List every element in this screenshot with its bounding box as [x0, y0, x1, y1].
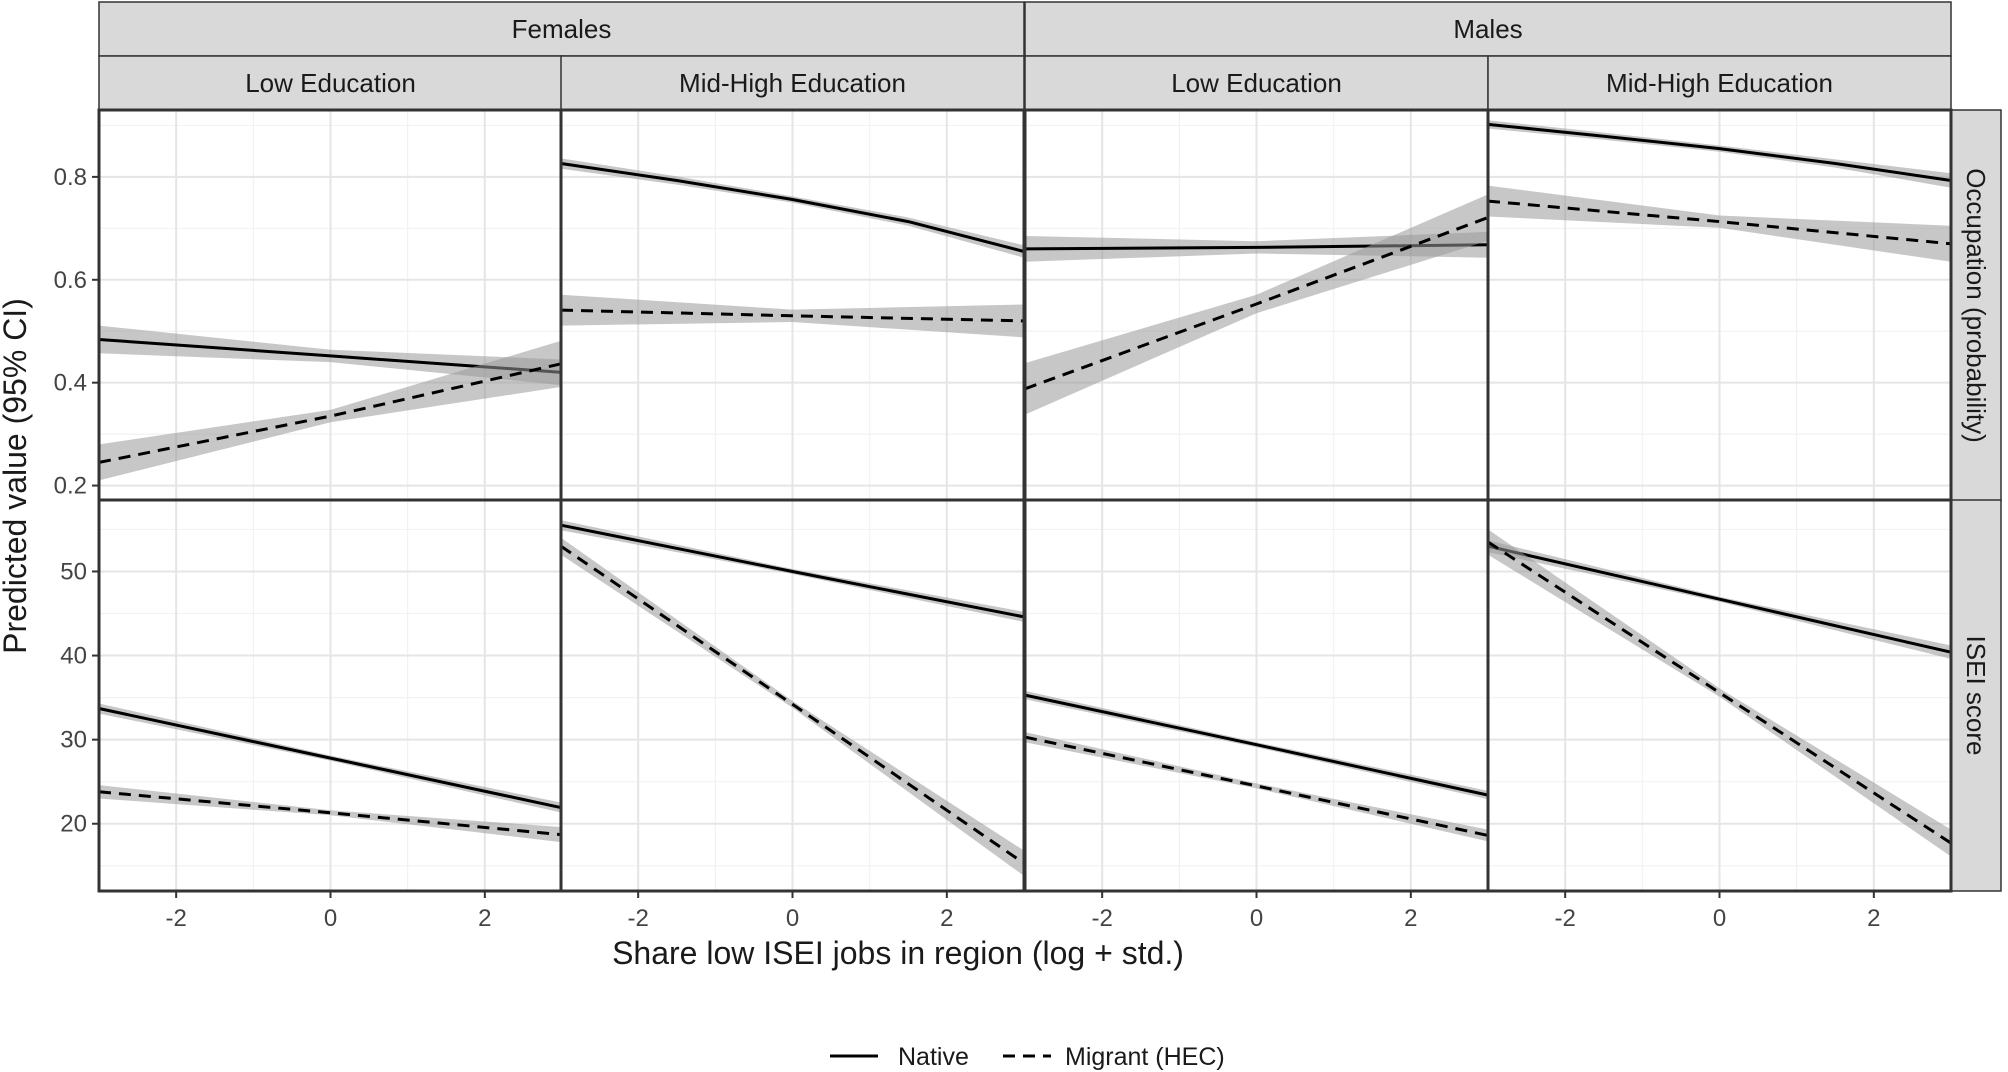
ci-band-migrant-hec — [99, 340, 562, 481]
y-axis-title: Predicted value (95% CI) — [0, 298, 33, 654]
strip-inner-label: Mid-High Education — [1606, 68, 1833, 98]
y-tick-label: 50 — [60, 558, 87, 585]
y-tick-label: 40 — [60, 643, 87, 670]
x-tick-label: 2 — [1404, 905, 1417, 932]
panel: -2 0 2 — [1486, 498, 1953, 932]
panel — [559, 108, 1026, 503]
series-line-migrant-hec — [560, 544, 1025, 865]
strip-outer-label: Males — [1453, 14, 1522, 44]
series-line-native — [1487, 544, 1952, 654]
ci-band-migrant-hec — [1488, 529, 1951, 857]
panel: -2 0 2 — [559, 498, 1026, 932]
ci-band-migrant-hec — [561, 537, 1024, 876]
ci-band-migrant-hec — [1488, 185, 1951, 262]
y-tick-label: 0.4 — [54, 370, 87, 397]
strip-outer-bg — [1024, 1, 1952, 57]
panel — [1486, 108, 1953, 503]
strip-outer-label: Females — [512, 14, 612, 44]
x-tick-label: -2 — [627, 905, 648, 932]
strip-inner-label: Mid-High Education — [679, 68, 906, 98]
series-line-native — [1024, 693, 1489, 797]
series-line-migrant-hec — [1487, 199, 1952, 246]
y-tick-label: 30 — [60, 727, 87, 754]
x-tick-label: 0 — [1713, 905, 1726, 932]
x-tick-label: 2 — [1867, 905, 1880, 932]
legend-label: Migrant (HEC) — [1065, 1043, 1225, 1071]
panel: 0.2 0.4 0.6 0.8 — [54, 108, 564, 503]
ci-band-migrant-hec — [99, 785, 562, 843]
x-tick-label: 2 — [478, 905, 491, 932]
strip-inner-bg — [98, 55, 563, 111]
x-tick-label: -2 — [1091, 905, 1112, 932]
legend: Native Migrant (HEC) — [830, 1043, 1225, 1071]
strip-inner-label: Low Education — [245, 68, 416, 98]
strip-inner-bg — [560, 55, 1025, 111]
ci-band-migrant-hec — [1025, 732, 1488, 842]
series-line-migrant-hec — [1487, 540, 1952, 845]
legend-label: Native — [898, 1043, 969, 1071]
strip-inner-label: Low Education — [1171, 68, 1342, 98]
panels-layer: Females Males Low Education Mid-High Educat… — [54, 1, 2002, 932]
x-tick-label: 2 — [940, 905, 953, 932]
panel: 20 30 40 50 -2 0 2 — [60, 498, 564, 932]
x-tick-label: 0 — [786, 905, 799, 932]
y-tick-label: 0.2 — [54, 473, 87, 500]
series-line-native — [560, 523, 1025, 619]
strip-row-label: ISEI score — [1961, 636, 1991, 756]
series-line-migrant-hec — [98, 790, 563, 837]
y-tick-label: 0.6 — [54, 267, 87, 294]
strip-inner-bg — [1487, 55, 1952, 111]
series-line-native — [560, 162, 1025, 253]
x-tick-label: -2 — [1554, 905, 1575, 932]
x-tick-label: -2 — [165, 905, 186, 932]
strip-row-label: Occupation (probability) — [1961, 168, 1991, 443]
ci-band-native — [561, 158, 1024, 258]
panel: -2 0 2 — [1023, 498, 1490, 932]
y-tick-label: 0.8 — [54, 164, 87, 191]
x-tick-label: 0 — [324, 905, 337, 932]
series-line-migrant-hec — [560, 308, 1025, 323]
x-axis-title: Share low ISEI jobs in region (log + std… — [612, 935, 1184, 971]
series-line-native — [1487, 122, 1952, 182]
series-line-native — [98, 707, 563, 810]
x-tick-label: 0 — [1250, 905, 1263, 932]
series-line-migrant-hec — [1024, 216, 1489, 391]
panel — [1023, 108, 1490, 503]
strip-outer-bg — [98, 1, 1025, 57]
y-tick-label: 20 — [60, 811, 87, 838]
